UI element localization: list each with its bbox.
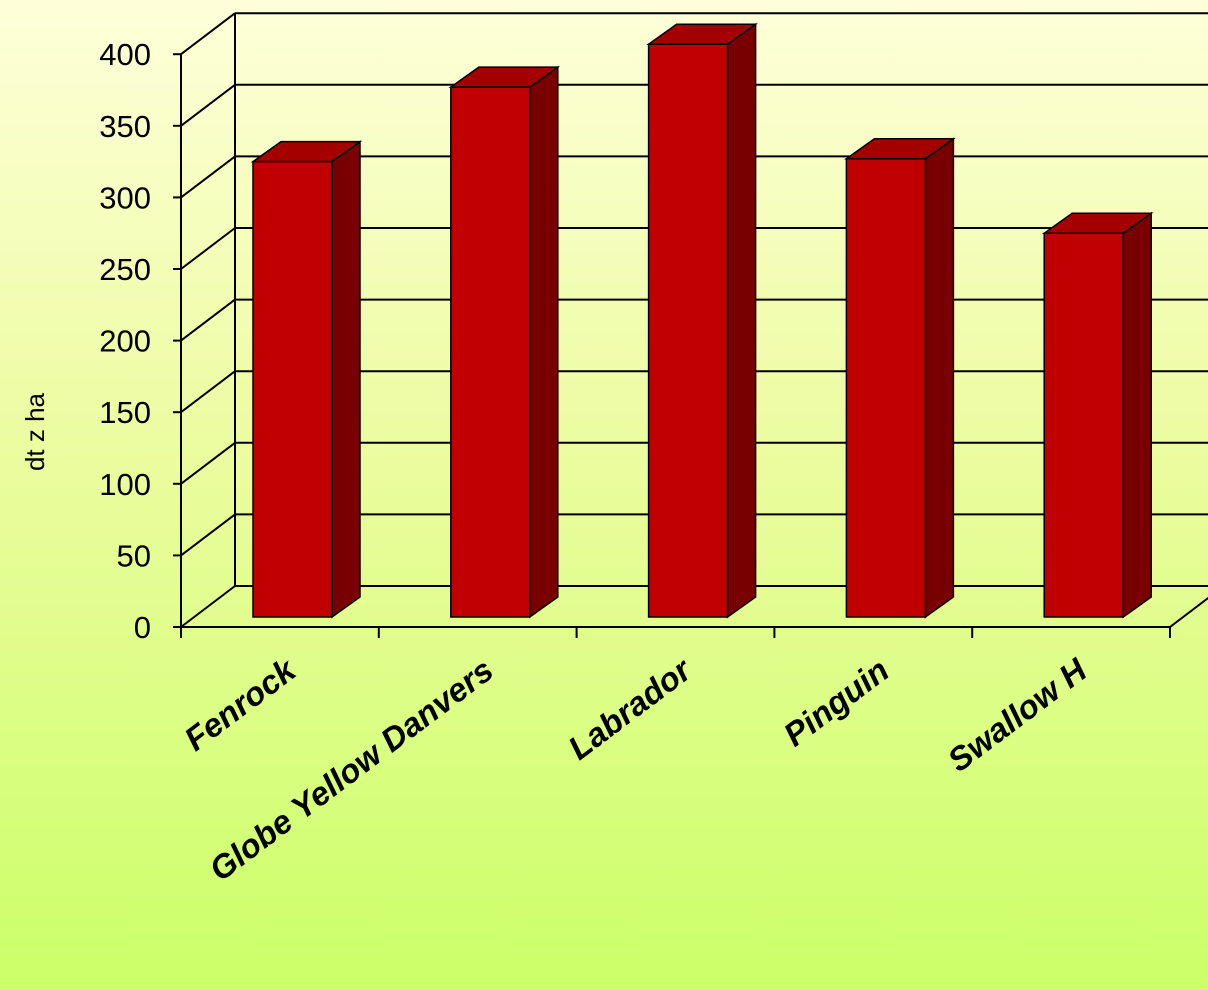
gridline-diagonal (180, 513, 236, 557)
bar-front (450, 86, 531, 618)
gridline-diagonal (180, 155, 236, 199)
bar-front (647, 43, 729, 618)
y-tick-label: 400 (99, 37, 151, 72)
bar-side (726, 22, 757, 619)
bar (1041, 211, 1154, 619)
gridline-diagonal (180, 370, 236, 413)
y-axis: 0 50 100 150 200 250 300 350 400 (99, 37, 181, 645)
x-tick-label: Fenrock (177, 650, 303, 758)
gridline-diagonal (180, 84, 236, 127)
y-tick-label: 300 (99, 180, 151, 215)
bar (250, 140, 363, 619)
gridline-diagonal (180, 585, 236, 628)
bar-side (924, 137, 955, 619)
x-tick-label: Swallow H (941, 650, 1095, 778)
gridline-diagonal (180, 298, 236, 342)
bar (646, 22, 758, 619)
bar (448, 65, 561, 619)
bar (844, 137, 956, 619)
bars (250, 22, 1154, 619)
y-tick-label: 150 (99, 395, 151, 430)
floor-right-edge (1169, 596, 1208, 628)
bar-front (1043, 232, 1124, 618)
bar-front (252, 160, 333, 618)
y-tick-label: 200 (99, 324, 151, 359)
x-tick-label: Labrador (561, 650, 699, 767)
gridline-diagonal (180, 227, 236, 270)
gridline-diagonal (180, 12, 236, 55)
bar-front (845, 158, 927, 618)
y-tick-label: 250 (99, 252, 151, 287)
x-tick-label: Pinguin (777, 651, 896, 753)
bar-side (529, 65, 559, 619)
y-tick-label: 350 (99, 109, 151, 144)
gridline-diagonal (180, 442, 236, 485)
y-tick-label: 0 (134, 610, 151, 645)
bar-side (331, 140, 361, 619)
bar-side (1122, 211, 1152, 619)
y-tick-label: 100 (99, 467, 151, 502)
y-axis-title: dt z ha (20, 392, 50, 471)
y-tick-label: 50 (117, 538, 151, 573)
